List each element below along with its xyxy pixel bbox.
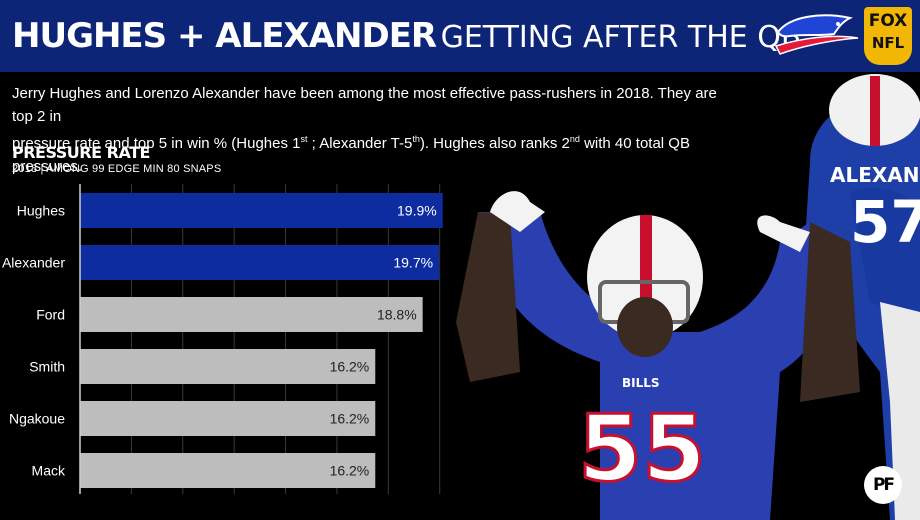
svg-text:ALEXAN: ALEXAN [830,163,920,187]
category-label: Ford [36,307,65,323]
chart-title: PRESSURE RATE [12,143,150,162]
value-label: 16.2% [330,359,370,375]
category-label: Ngakoue [9,411,65,427]
category-label: Smith [29,359,65,375]
header-banner: HUGHES + ALEXANDER GETTING AFTER THE QB … [0,0,920,72]
description-fragment: with 40 total QB pressures. [12,135,690,175]
superscript: st [300,134,308,144]
bar-alexander [80,245,440,280]
description-text: Jerry Hughes and Lorenzo Alexander have … [12,82,732,178]
fox-text: FOX [868,11,908,31]
pff-logo-icon: PF [864,466,902,504]
gridlines [130,184,441,494]
svg-text:BILLS: BILLS [622,376,660,390]
bar-mack [80,453,376,488]
value-label: 19.9% [397,203,437,219]
pressure-rate-bar-chart: Hughes 19.9% Alexander 19.7% Ford 18.8% Smith 1… [2,184,443,494]
chart-subtitle: 2018 | AMONG 99 EDGE MIN 80 SNAPS [12,163,222,175]
value-label: 19.7% [393,255,433,271]
fox-nfl-badge: FOX NFL [864,7,912,65]
category-label: Mack [32,463,66,479]
buffalo-bills-logo-icon [774,14,859,55]
bar-ford [80,297,423,332]
title-light: GETTING AFTER THE QB [440,20,802,55]
value-label: 16.2% [330,463,370,479]
svg-text:55: 55 [578,395,706,502]
bars: Hughes 19.9% Alexander 19.7% Ford 18.8% Smith 1… [2,193,443,488]
description-fragment: ). Hughes also ranks 2 [419,135,570,152]
superscript: th [412,134,420,144]
svg-text:57: 57 [850,188,920,256]
value-label: 18.8% [377,307,417,323]
description-line-1: Jerry Hughes and Lorenzo Alexander have … [12,85,717,125]
nfl-text: NFL [871,34,905,52]
background-player-57: 57 ALEXAN [805,74,920,520]
category-label: Alexander [2,255,65,271]
description-fragment: pressure rate and top 5 in win % (Hughes… [12,135,301,152]
value-label: 16.2% [330,411,370,427]
description-line-2: pressure rate and top 5 in win % (Hughes… [12,128,732,178]
bar-ngakoue [80,401,376,436]
page-title: HUGHES + ALEXANDER GETTING AFTER THE QB [12,14,801,65]
bar-smith [80,349,376,384]
foreground-player-55: 55 BILLS [456,191,860,520]
player-photo: 57 ALEXAN 55 BILLS [456,74,920,520]
superscript: nd [569,134,580,144]
category-label: Hughes [17,203,65,219]
description-fragment: ; Alexander T-5 [307,135,413,152]
title-bold: HUGHES + ALEXANDER [12,16,437,56]
bar-hughes [80,193,443,228]
